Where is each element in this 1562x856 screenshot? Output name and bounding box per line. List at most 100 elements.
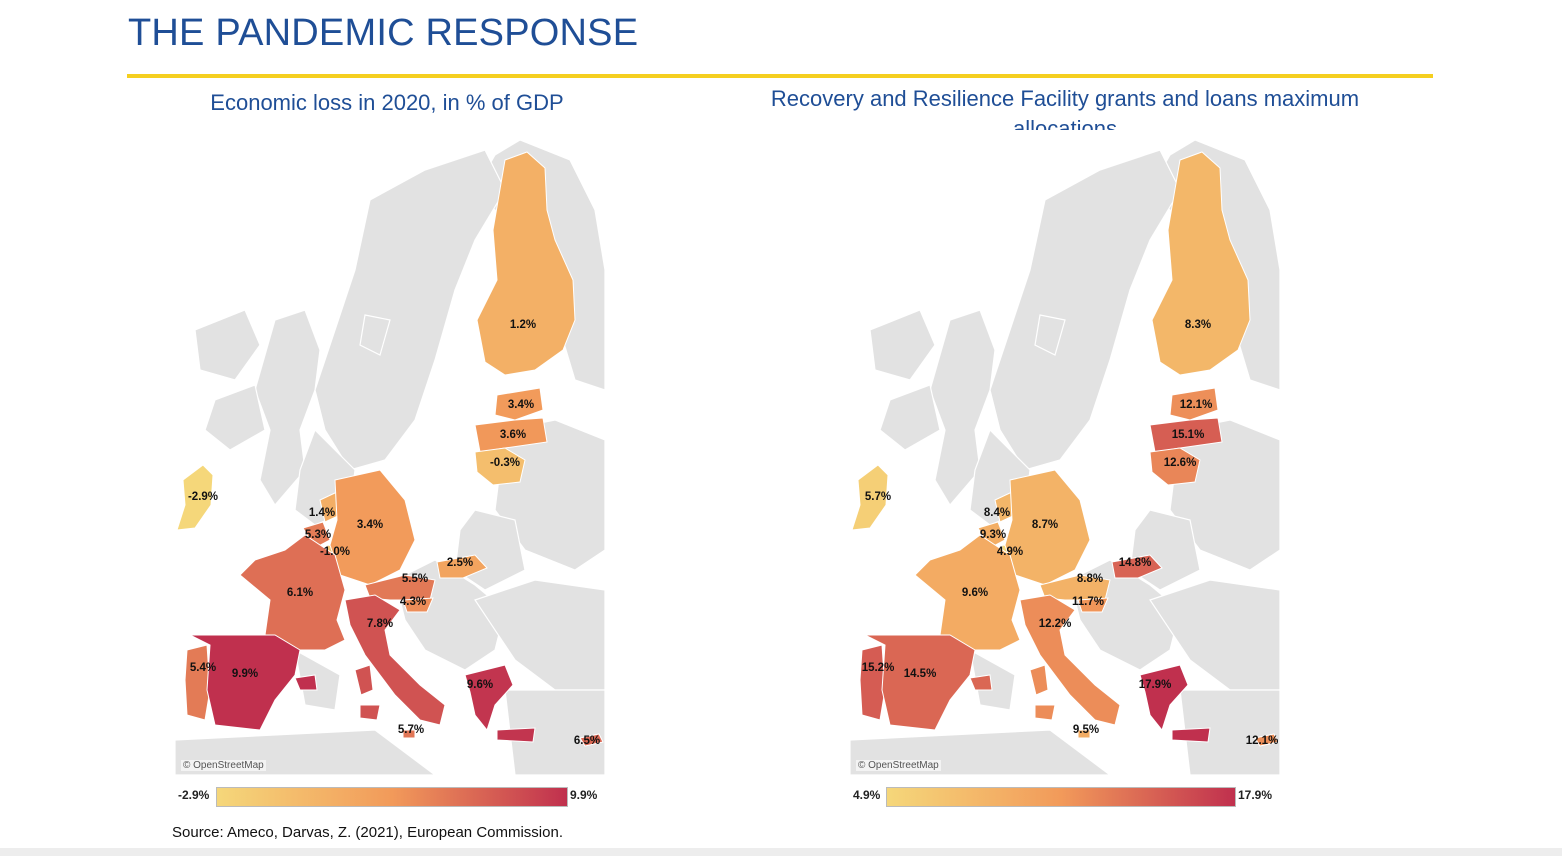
value-label-france: 6.1% [287,587,313,599]
legend-gradient-bar [886,787,1236,807]
source-note: Source: Ameco, Darvas, Z. (2021), Europe… [172,824,563,841]
country-ireland[interactable] [851,464,889,531]
country-finland[interactable] [476,151,576,376]
non-eu-land [989,149,1181,471]
country-slovenia[interactable] [1077,597,1109,613]
value-label-finland: 1.2% [510,319,536,331]
value-label-austria: 8.8% [1077,573,1103,585]
map-attribution[interactable]: © OpenStreetMap [856,760,941,771]
country-greece[interactable] [464,664,514,732]
value-label-germany: 3.4% [357,519,383,531]
country-cyprus[interactable] [579,733,604,747]
value-label-latvia: 15.1% [1172,429,1205,441]
island-greece[interactable] [496,727,536,743]
legend-economic-loss: -2.9% 9.9% [172,787,602,807]
value-label-germany: 8.7% [1032,519,1058,531]
value-label-slovakia: 2.5% [447,557,473,569]
country-germany[interactable] [329,469,416,586]
legend-max-label: 17.9% [1238,788,1273,802]
country-france[interactable] [239,534,346,651]
value-label-lithuania: 12.6% [1164,457,1197,469]
legend-min-label: 4.9% [853,788,881,802]
country-slovakia[interactable] [436,554,488,579]
map-canvas[interactable]: 1.2% 3.4% 3.6% -0.3% -2.9% 1.4% 5.3% -1.0% 3.4% 6… [175,130,605,775]
value-label-lithuania: -0.3% [490,457,520,469]
value-label-portugal: 5.4% [190,662,216,674]
value-label-cyprus: 12.1% [1246,735,1279,747]
non-eu-land [879,384,941,451]
value-label-netherlands: 8.4% [984,507,1010,519]
country-ireland[interactable] [176,464,214,531]
country-finland[interactable] [1151,151,1251,376]
value-label-france: 9.6% [962,587,988,599]
value-label-estonia: 3.4% [508,399,534,411]
value-label-slovakia: 14.8% [1119,557,1152,569]
non-eu-land [869,309,936,381]
non-eu-land [474,579,605,691]
value-label-italy: 12.2% [1039,618,1072,630]
value-label-spain: 9.9% [232,668,258,680]
value-label-malta: 9.5% [1073,724,1099,736]
island-italy[interactable] [1029,664,1049,696]
country-lithuania[interactable] [1149,447,1201,486]
legend-min-label: -2.9% [178,788,210,802]
value-label-slovenia: 4.3% [400,596,426,608]
value-label-finland: 8.3% [1185,319,1211,331]
value-label-latvia: 3.6% [500,429,526,441]
value-label-portugal: 15.2% [862,662,895,674]
island-greece[interactable] [1171,727,1211,743]
map-rrf-allocations[interactable]: 8.3% 12.1% 15.1% 12.6% 5.7% 8.4% 9.3% 4.9% 8.7% 9… [850,130,1280,775]
value-label-slovenia: 11.7% [1072,596,1104,608]
country-spain[interactable] [189,634,301,731]
country-france[interactable] [914,534,1021,651]
map-economic-loss[interactable]: 1.2% 3.4% 3.6% -0.3% -2.9% 1.4% 5.3% -1.0% 3.4% 6… [175,130,605,775]
bottom-strip [0,848,1562,856]
legend-rrf-allocations: 4.9% 17.9% [850,787,1280,807]
country-lithuania[interactable] [474,447,526,486]
non-eu-land [314,149,506,471]
value-label-ireland: 5.7% [865,491,891,503]
country-italy[interactable] [344,594,446,726]
map-attribution[interactable]: © OpenStreetMap [181,760,266,771]
island-spain[interactable] [969,674,993,691]
value-label-ireland: -2.9% [188,491,218,503]
value-label-belgium: 9.3% [980,529,1006,541]
island-italy[interactable] [359,704,381,721]
country-spain[interactable] [864,634,976,731]
value-label-italy: 7.8% [367,618,393,630]
country-estonia[interactable] [494,387,544,421]
country-malta[interactable] [402,729,416,739]
country-malta[interactable] [1077,729,1091,739]
non-eu-land [194,309,261,381]
value-label-belgium: 5.3% [305,529,331,541]
non-eu-land [359,314,391,356]
title-underline [127,74,1433,78]
island-italy[interactable] [354,664,374,696]
map-canvas[interactable]: 8.3% 12.1% 15.1% 12.6% 5.7% 8.4% 9.3% 4.9% 8.7% 9… [850,130,1280,775]
country-greece[interactable] [1139,664,1189,732]
country-italy[interactable] [1019,594,1121,726]
country-slovakia[interactable] [1111,554,1163,579]
country-portugal[interactable] [859,644,886,721]
value-label-luxembourg: -1.0% [320,546,350,558]
non-eu-land [204,384,266,451]
page-title: THE PANDEMIC RESPONSE [128,12,639,54]
value-label-cyprus: 6.5% [574,735,600,747]
country-cyprus[interactable] [1254,733,1279,747]
country-estonia[interactable] [1169,387,1219,421]
value-label-netherlands: 1.4% [309,507,335,519]
country-slovenia[interactable] [402,597,434,613]
map-title-economic-loss: Economic loss in 2020, in % of GDP [210,90,564,115]
country-portugal[interactable] [184,644,211,721]
non-eu-land [504,689,605,775]
value-label-estonia: 12.1% [1180,399,1213,411]
country-germany[interactable] [1004,469,1091,586]
legend-max-label: 9.9% [570,788,598,802]
value-label-austria: 5.5% [402,573,428,585]
island-spain[interactable] [294,674,318,691]
island-italy[interactable] [1034,704,1056,721]
non-eu-land [1034,314,1066,356]
value-label-malta: 5.7% [398,724,424,736]
legend-gradient-bar [216,787,568,807]
non-eu-land [1179,689,1280,775]
